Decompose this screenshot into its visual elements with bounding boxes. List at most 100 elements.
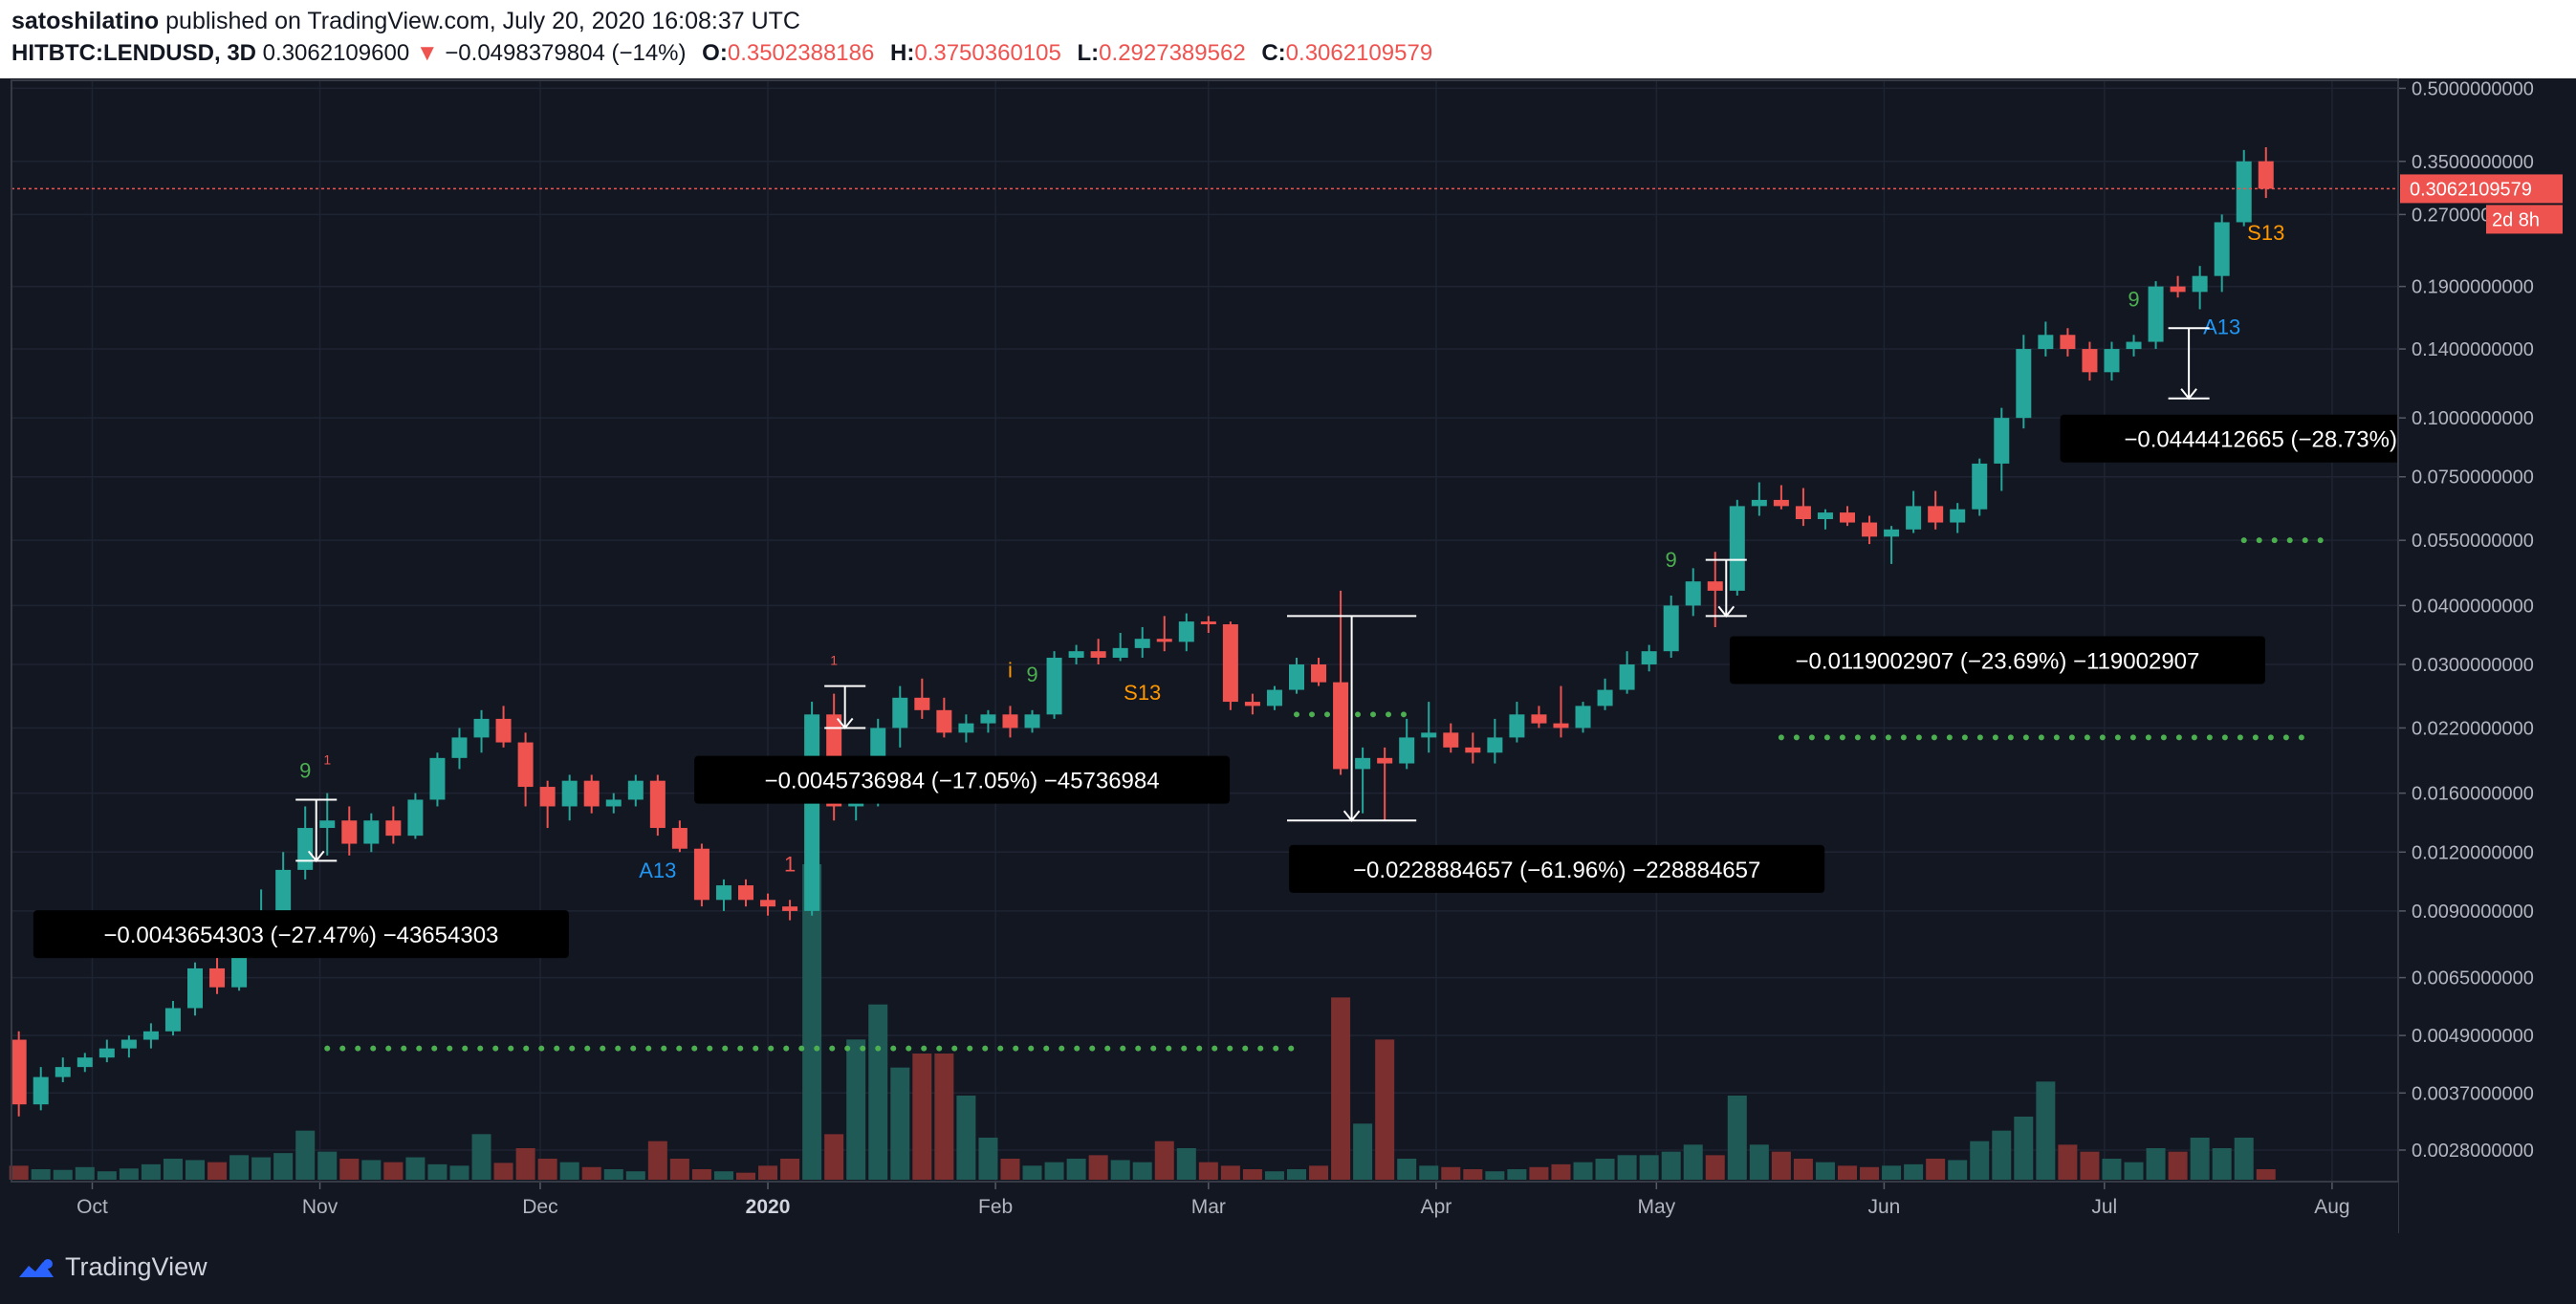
- price-axis-background[interactable]: [2398, 78, 2576, 1233]
- support-dot: [600, 1045, 606, 1052]
- volume-bar: [603, 1169, 623, 1180]
- support-dot: [2237, 734, 2243, 741]
- support-dot: [906, 1045, 912, 1052]
- support-dot: [2191, 734, 2197, 741]
- candle-body: [275, 869, 292, 911]
- footer-bar: TradingView: [0, 1233, 2576, 1304]
- support-dot: [1324, 711, 1330, 718]
- candle-body: [1487, 737, 1503, 753]
- price-chart[interactable]: 91A1311C139iS1399A13S13 −0.0043654303 (−…: [0, 78, 2576, 1233]
- support-dot: [1309, 711, 1315, 718]
- candle-body: [605, 799, 622, 807]
- candle-body: [209, 967, 226, 988]
- measure-arrow-icon: [1343, 810, 1361, 822]
- support-dot: [1808, 734, 1815, 741]
- volume-bar: [515, 1148, 535, 1180]
- symbol-label[interactable]: HITBTC:LENDUSD, 3D: [11, 40, 256, 66]
- volume-bar: [978, 1138, 998, 1180]
- candle-body: [142, 1031, 159, 1040]
- high-label: H:: [890, 40, 915, 66]
- support-dot: [1992, 734, 1998, 741]
- volume-bar: [802, 864, 822, 1180]
- candle-body: [76, 1057, 93, 1068]
- price-tick-label: 0.0065000000: [2412, 968, 2534, 989]
- volume-bar: [2256, 1169, 2276, 1180]
- volume-bar: [780, 1159, 800, 1180]
- candle-body: [1641, 651, 1657, 665]
- volume-bar: [1507, 1169, 1527, 1180]
- candle-body: [187, 967, 203, 1009]
- candlesticks[interactable]: [11, 147, 2274, 1117]
- volume-bar: [1110, 1160, 1130, 1180]
- price-range-measurements[interactable]: −0.0043654303 (−27.47%) −43654303 −0.0045…: [33, 327, 2576, 959]
- support-dot: [1288, 1045, 1295, 1052]
- support-dot: [401, 1045, 407, 1052]
- volume-bar: [1441, 1166, 1461, 1180]
- support-dot: [982, 1045, 989, 1052]
- candle-body: [760, 900, 776, 907]
- candle-body: [1906, 506, 1922, 530]
- candle-body: [98, 1048, 115, 1058]
- candle-body: [1928, 506, 1944, 523]
- tradingview-logo[interactable]: TradingView: [13, 1252, 207, 1282]
- candle-body: [363, 820, 380, 844]
- candle-body: [2016, 349, 2032, 419]
- volume-bars: [9, 864, 2276, 1180]
- time-tick-label: Oct: [76, 1196, 108, 1218]
- support-dot: [431, 1045, 438, 1052]
- candle-body: [1156, 639, 1172, 642]
- change-arrow-icon: ▼: [415, 40, 439, 66]
- price-tick-label: 0.0300000000: [2412, 655, 2534, 676]
- support-dot: [2240, 537, 2247, 544]
- candle-body: [1289, 664, 1304, 690]
- candle-body: [1333, 682, 1349, 770]
- sequential-count-label: 9: [1026, 663, 1037, 686]
- time-tick-label: 2020: [746, 1196, 791, 1218]
- time-tick-label: Apr: [1421, 1196, 1452, 1218]
- support-dot: [768, 1045, 775, 1052]
- open-value: 0.3502388186: [727, 40, 875, 66]
- volume-bar: [2014, 1117, 2034, 1180]
- candle-body: [649, 780, 666, 829]
- price-tick-label: 0.0037000000: [2412, 1083, 2534, 1104]
- price-tick-label: 0.1000000000: [2412, 408, 2534, 429]
- volume-bar: [1154, 1141, 1174, 1180]
- support-dot: [737, 1045, 744, 1052]
- candle-body: [2236, 161, 2252, 223]
- support-dot: [1976, 734, 1983, 741]
- time-axis-background[interactable]: [0, 1182, 2398, 1233]
- time-axis[interactable]: Oct Nov Dec 2020 Feb Mar Apr May Jun Jul Aug: [76, 1182, 2350, 1218]
- time-tick-label: Jul: [2091, 1196, 2117, 1218]
- author-name[interactable]: satoshilatino: [11, 8, 160, 34]
- volume-bar: [163, 1159, 183, 1180]
- volume-bar: [1727, 1096, 1747, 1180]
- support-dot: [1839, 734, 1845, 741]
- support-dot: [1401, 711, 1407, 718]
- candle-body: [33, 1076, 49, 1105]
- close-label: C:: [1261, 40, 1286, 66]
- volume-bar: [1353, 1123, 1373, 1180]
- measure-arrow-icon: [836, 717, 854, 730]
- price-tick-label: 0.0220000000: [2412, 718, 2534, 739]
- price-tick-label: 0.1400000000: [2412, 339, 2534, 360]
- change-value: −0.0498379804 (−14%): [445, 40, 687, 66]
- candle-body: [120, 1039, 137, 1049]
- measure-label-text: −0.0119002907 (−23.69%) −119002907: [1796, 648, 2200, 674]
- volume-bar: [1992, 1130, 2012, 1180]
- support-dot: [2252, 734, 2259, 741]
- countdown-badge-bg: [2486, 205, 2563, 234]
- high-value: 0.3750360105: [914, 40, 1061, 66]
- price-axis[interactable]: 0.50000000000.35000000000.27000000000.19…: [2398, 78, 2534, 1162]
- sequential-count-label: i: [1008, 658, 1013, 682]
- volume-bar: [1066, 1159, 1086, 1180]
- support-dot: [753, 1045, 759, 1052]
- candle-body: [2038, 335, 2054, 350]
- volume-bar: [1419, 1165, 1439, 1180]
- support-dot: [645, 1045, 652, 1052]
- volume-bar: [669, 1159, 689, 1180]
- support-dot: [1181, 1045, 1188, 1052]
- time-tick-label: Nov: [302, 1196, 338, 1218]
- candle-body: [583, 780, 600, 807]
- volume-bar: [824, 1134, 844, 1180]
- support-dot: [936, 1045, 943, 1052]
